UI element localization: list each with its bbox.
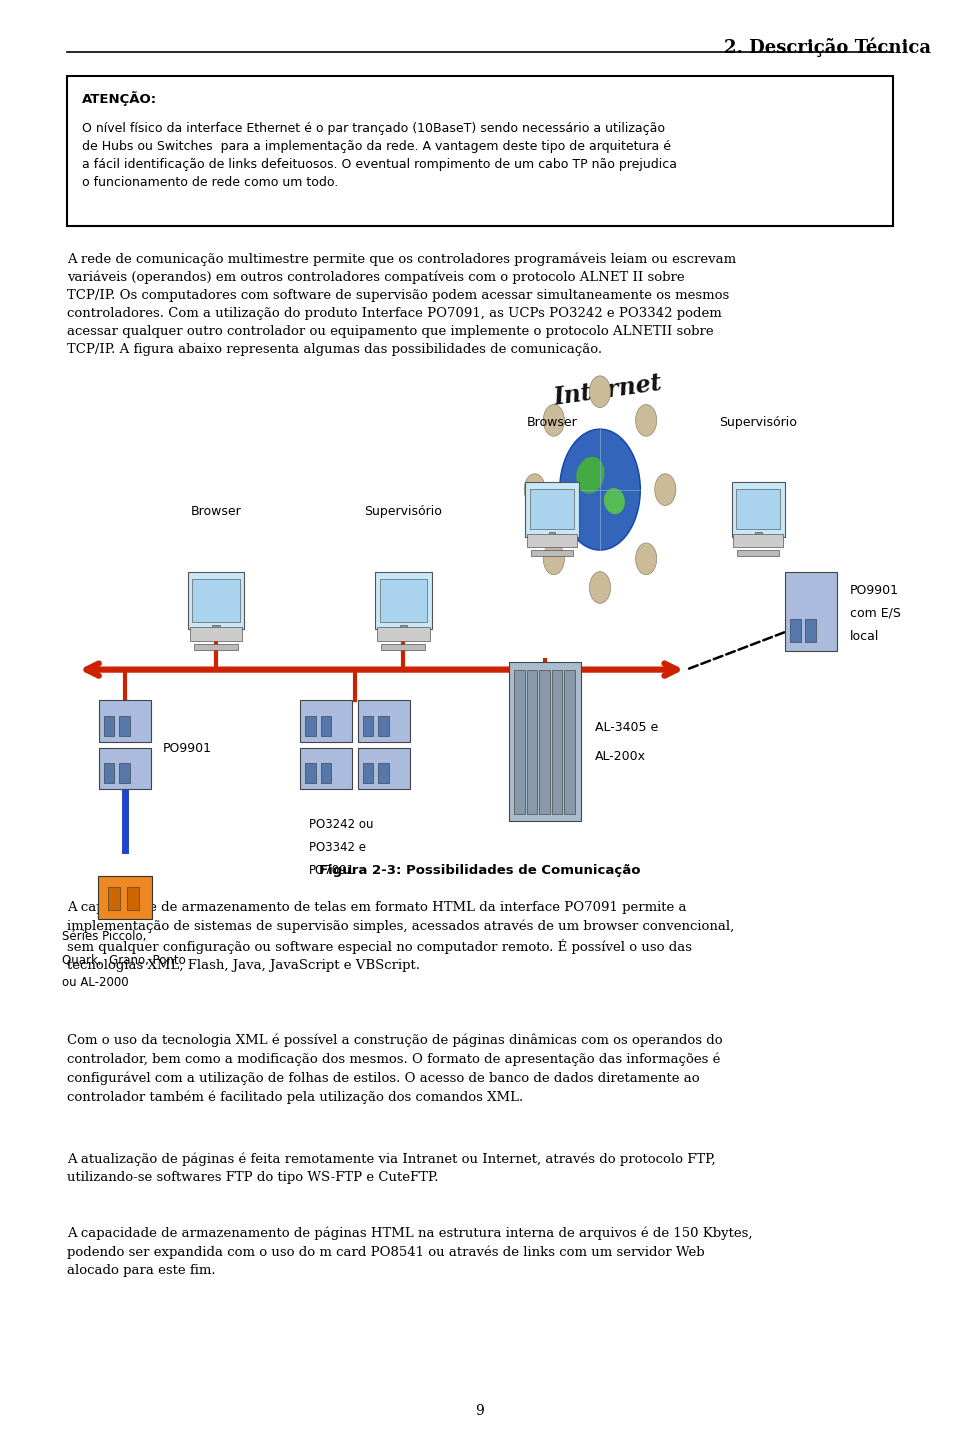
Bar xyxy=(527,534,577,547)
Bar xyxy=(104,716,114,736)
Text: local: local xyxy=(850,629,879,644)
FancyBboxPatch shape xyxy=(67,76,893,226)
Text: ATENÇÃO:: ATENÇÃO: xyxy=(82,91,156,105)
Bar xyxy=(378,716,389,736)
Bar xyxy=(785,572,837,651)
Bar xyxy=(376,626,429,641)
Bar xyxy=(99,700,151,742)
Bar xyxy=(305,716,316,736)
FancyBboxPatch shape xyxy=(374,572,431,629)
Text: ou AL-2000: ou AL-2000 xyxy=(62,976,129,989)
FancyBboxPatch shape xyxy=(736,490,780,530)
Text: Browser: Browser xyxy=(527,416,577,429)
Bar xyxy=(212,625,220,636)
Bar xyxy=(363,716,373,736)
Bar xyxy=(99,747,151,789)
FancyBboxPatch shape xyxy=(530,490,574,530)
Bar xyxy=(564,670,574,814)
Ellipse shape xyxy=(576,456,605,494)
Circle shape xyxy=(524,474,545,505)
Bar xyxy=(737,550,780,556)
Text: Internet: Internet xyxy=(552,372,663,410)
Text: com E/S: com E/S xyxy=(850,606,900,621)
Text: PO7091: PO7091 xyxy=(309,864,355,877)
Text: PO3242 ou: PO3242 ou xyxy=(309,818,373,831)
Circle shape xyxy=(560,429,640,550)
Bar xyxy=(194,644,238,651)
Circle shape xyxy=(589,572,611,603)
Circle shape xyxy=(589,376,611,408)
Text: A capacidade de armazenamento de páginas HTML na estrutura interna de arquivos é: A capacidade de armazenamento de páginas… xyxy=(67,1227,753,1277)
Bar xyxy=(119,716,130,736)
Bar xyxy=(108,887,120,910)
Circle shape xyxy=(636,543,657,575)
Circle shape xyxy=(636,405,657,436)
Bar xyxy=(790,619,801,642)
Bar xyxy=(733,534,783,547)
Text: A rede de comunicação multimestre permite que os controladores programáveis leia: A rede de comunicação multimestre permit… xyxy=(67,252,736,356)
Text: 9: 9 xyxy=(475,1404,485,1418)
Text: PO9901: PO9901 xyxy=(163,742,212,756)
Bar xyxy=(98,876,152,919)
Bar xyxy=(190,626,243,641)
Ellipse shape xyxy=(604,488,625,514)
Bar xyxy=(300,700,352,742)
Bar xyxy=(358,700,410,742)
Text: Browser: Browser xyxy=(191,505,241,518)
Bar xyxy=(514,670,524,814)
Bar xyxy=(548,533,556,543)
Text: Supervisório: Supervisório xyxy=(719,416,798,429)
Bar xyxy=(358,747,410,789)
Text: Com o uso da tecnologia XML é possível a construção de páginas dinâmicas com os : Com o uso da tecnologia XML é possível a… xyxy=(67,1034,723,1103)
Circle shape xyxy=(655,474,676,505)
Bar xyxy=(526,670,538,814)
Bar xyxy=(540,670,549,814)
Bar xyxy=(321,763,331,783)
Bar xyxy=(531,550,573,556)
Bar xyxy=(127,887,139,910)
Text: PO3342 e: PO3342 e xyxy=(309,841,366,854)
Bar xyxy=(381,644,425,651)
Text: Figura 2-3: Possibilidades de Comunicação: Figura 2-3: Possibilidades de Comunicaçã… xyxy=(320,864,640,877)
Bar xyxy=(363,763,373,783)
Text: Quark,  Grano, Ponto: Quark, Grano, Ponto xyxy=(62,953,186,966)
Text: O nível físico da interface Ethernet é o par trançado (10BaseT) sendo necessário: O nível físico da interface Ethernet é o… xyxy=(82,122,677,190)
Bar xyxy=(551,670,563,814)
FancyBboxPatch shape xyxy=(379,579,426,622)
Bar xyxy=(509,662,581,821)
FancyBboxPatch shape xyxy=(525,482,579,537)
Bar xyxy=(321,716,331,736)
Circle shape xyxy=(543,405,564,436)
FancyBboxPatch shape xyxy=(188,572,244,629)
Text: AL-3405 e: AL-3405 e xyxy=(595,720,659,734)
Bar xyxy=(104,763,114,783)
Bar xyxy=(399,625,407,636)
Text: PO9901: PO9901 xyxy=(850,583,899,598)
FancyBboxPatch shape xyxy=(732,482,785,537)
Bar xyxy=(119,763,130,783)
Bar xyxy=(305,763,316,783)
Bar xyxy=(378,763,389,783)
Bar xyxy=(300,747,352,789)
Text: AL-200x: AL-200x xyxy=(595,749,646,763)
Text: Séries Piccolo,: Séries Piccolo, xyxy=(62,930,147,943)
FancyBboxPatch shape xyxy=(192,579,240,622)
Text: 2. Descrição Técnica: 2. Descrição Técnica xyxy=(724,37,931,58)
Text: A capacidade de armazenamento de telas em formato HTML da interface PO7091 permi: A capacidade de armazenamento de telas e… xyxy=(67,901,734,972)
Bar xyxy=(755,533,762,543)
Bar xyxy=(805,619,816,642)
Text: Supervisório: Supervisório xyxy=(364,505,443,518)
Circle shape xyxy=(543,543,564,575)
Text: A atualização de páginas é feita remotamente via Intranet ou Internet, através d: A atualização de páginas é feita remotam… xyxy=(67,1152,716,1184)
